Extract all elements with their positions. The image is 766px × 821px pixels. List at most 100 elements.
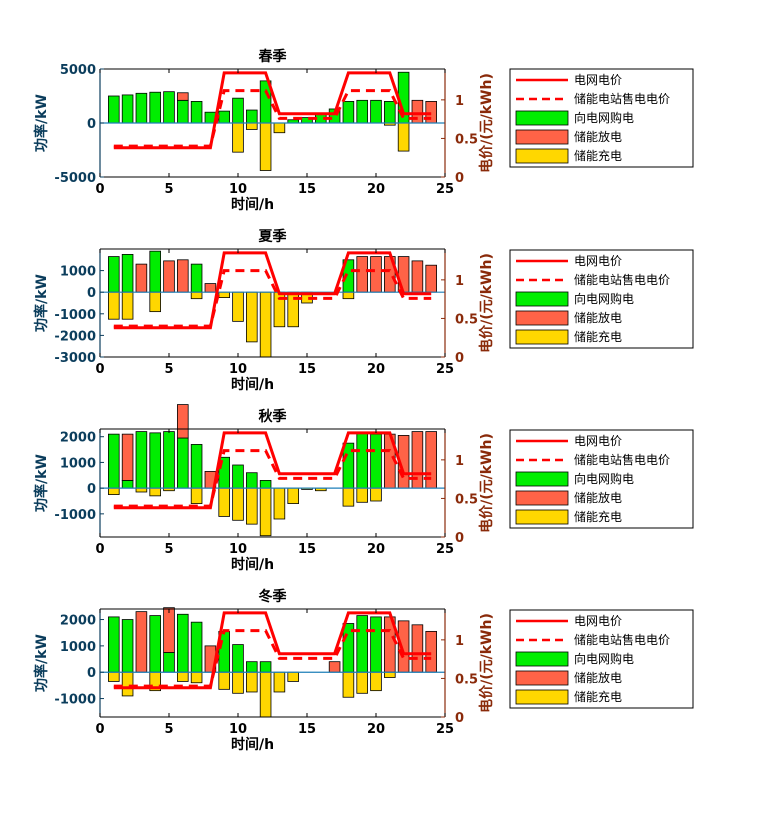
bar-buy-h2 (121, 619, 134, 673)
legend-label: 储能放电 (574, 670, 622, 685)
bar-buy-h4 (149, 250, 161, 293)
y-tick-label: 1000 (60, 640, 96, 655)
y2-tick-label: 0 (455, 531, 464, 546)
legend-swatch-bar (515, 471, 569, 487)
bar-charge-h10 (232, 671, 244, 694)
bar-charge-h9 (218, 671, 230, 690)
bar-discharge-h8 (204, 283, 217, 293)
y-axis-label: 功率/kW (33, 634, 50, 692)
bar-charge-h11 (246, 122, 258, 130)
bar-buy-h20 (370, 616, 382, 673)
x-axis-label: 时间/h (231, 556, 274, 573)
grid-price-line (113, 251, 432, 330)
bar-buy-h1 (108, 256, 120, 293)
bar-charge-h22 (397, 122, 410, 152)
bar-discharge-h19 (356, 256, 368, 293)
bar-charge-h20 (370, 487, 382, 502)
x-axis-label: 时间/h (231, 196, 274, 213)
legend-label: 储能电站售电电价 (574, 632, 670, 647)
chart-title: 秋季 (259, 408, 287, 425)
bar-charge-h2 (121, 671, 134, 697)
y-tick-label: 1000 (60, 265, 96, 280)
bar-charge-h1 (108, 291, 120, 320)
bar-buy-h4 (149, 615, 161, 673)
bar-buy-h1 (108, 616, 120, 673)
bar-buy-h21 (384, 101, 396, 124)
legend-label: 储能电站售电电价 (574, 452, 670, 467)
bar-buy-h5 (163, 91, 175, 124)
bar-discharge-h5 (163, 607, 175, 653)
bar-buy-h9 (218, 110, 230, 124)
x-tick-label: 15 (298, 722, 316, 737)
x-tick-label: 20 (367, 182, 385, 197)
chart-title: 冬季 (259, 588, 287, 605)
legend-label: 储能充电 (574, 329, 622, 344)
bar-charge-h20 (370, 671, 382, 692)
y-tick-label: 0 (87, 482, 96, 497)
legend-label: 储能充电 (574, 509, 622, 524)
x-tick-label: 15 (298, 362, 316, 377)
x-tick-label: 15 (298, 182, 316, 197)
bar-discharge-h24 (425, 264, 437, 293)
bar-buy-h7 (190, 444, 203, 489)
bar-buy-h11 (246, 661, 258, 673)
bar-discharge-h6 (177, 259, 189, 293)
legend-label: 储能电站售电电价 (574, 272, 670, 287)
bar-charge-h13 (273, 122, 286, 134)
bar-charge-h19 (356, 671, 368, 694)
bar-buy-h10 (232, 464, 244, 489)
bar-buy-h11 (246, 472, 258, 489)
bar-discharge-h2 (121, 433, 134, 481)
x-tick-label: 20 (367, 362, 385, 377)
bar-buy-h19 (356, 615, 368, 673)
y-axis-label: 功率/kW (33, 454, 50, 512)
x-tick-label: 10 (229, 182, 247, 197)
y2-tick-label: 1 (455, 274, 464, 289)
x-tick-label: 10 (229, 542, 247, 557)
x-tick-label: 5 (164, 722, 173, 737)
legend-swatch-bar (515, 490, 569, 506)
legend-swatch-bar (515, 291, 569, 307)
bar-charge-h10 (232, 291, 244, 322)
bar-charge-h6 (177, 671, 189, 682)
bar-charge-h18 (342, 487, 355, 507)
legend-swatch-bar (515, 509, 569, 525)
bar-charge-h13 (273, 671, 286, 693)
bar-discharge-h6 (177, 92, 189, 101)
bar-charge-h13 (273, 487, 286, 520)
legend-label: 储能充电 (574, 148, 622, 163)
x-tick-label: 0 (95, 542, 104, 557)
y-tick-label: -1000 (54, 308, 96, 323)
x-axis-label: 时间/h (231, 736, 274, 753)
y-axis-label: 功率/kW (33, 274, 50, 332)
x-tick-label: 20 (367, 542, 385, 557)
legend-label: 向电网购电 (574, 651, 634, 666)
y-tick-label: -1000 (54, 508, 96, 523)
grid-price-line (113, 71, 432, 150)
bar-discharge-h3 (135, 611, 148, 673)
y2-tick-label: 0 (455, 351, 464, 366)
x-tick-label: 25 (436, 182, 454, 197)
bar-charge-h12 (259, 122, 272, 171)
bar-buy-h3 (135, 92, 148, 124)
y-axis-label: 功率/kW (33, 94, 50, 152)
bar-buy-h20 (370, 433, 382, 489)
sell-price-line (113, 629, 432, 688)
bar-discharge-h24 (425, 630, 437, 673)
bar-charge-h7 (190, 671, 203, 684)
bar-charge-h7 (190, 291, 203, 300)
legend-swatch-bar (515, 310, 569, 326)
bar-charge-h18 (342, 291, 355, 300)
y2-axis-label: 电价/(元/kWh) (478, 613, 495, 713)
bar-buy-h5 (163, 652, 175, 673)
legend-label: 储能放电 (574, 310, 622, 325)
legend-label: 向电网购电 (574, 471, 634, 486)
bar-buy-h6 (177, 613, 189, 673)
bar-buy-h19 (356, 99, 368, 124)
legend-swatch-bar (515, 129, 569, 145)
bar-charge-h10 (232, 487, 244, 521)
legend-swatch-bar (515, 670, 569, 686)
